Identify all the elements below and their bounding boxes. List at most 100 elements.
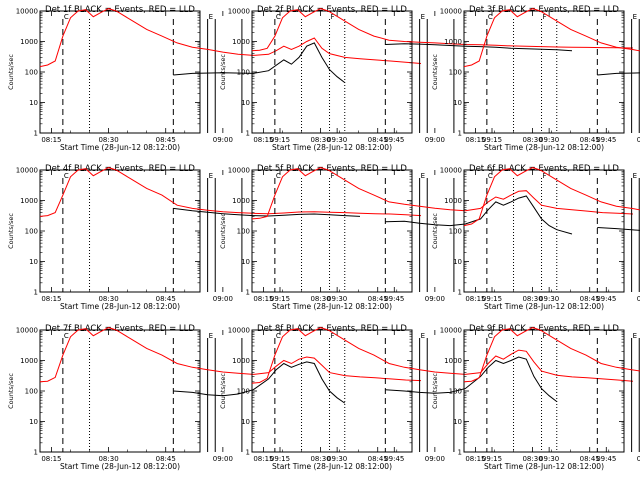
x-axis-title: Start Time (28-Jun-12 08:12:00) <box>60 462 180 471</box>
x-tick-label: 09:45 <box>596 455 616 463</box>
y-tick-label: 1000 <box>20 357 38 365</box>
x-axis-title: Start Time (28-Jun-12 08:12:00) <box>272 143 392 152</box>
event-marker-letter: F <box>543 332 547 340</box>
y-tick-label: 10000 <box>228 167 250 175</box>
x-tick-label: 09:30 <box>539 295 559 303</box>
detector-panel-4: Det 4f BLACK = Events, RED = LLD11010010… <box>7 164 422 311</box>
y-tick-label: 10000 <box>440 167 462 175</box>
y-tick-label: 10 <box>453 99 462 107</box>
plot-frame <box>463 169 625 293</box>
x-tick-label: 08:15 <box>41 295 61 303</box>
lld-series-line <box>39 327 422 383</box>
y-tick-label: 1 <box>246 289 250 297</box>
event-marker-letter: C <box>276 13 281 21</box>
panel-title: Det 9f BLACK = Events, RED = LLD <box>469 324 619 334</box>
y-tick-label: 1000 <box>444 357 462 365</box>
x-tick-label: 08:15 <box>253 295 273 303</box>
x-tick-label: 08:45 <box>368 136 388 144</box>
event-marker-letter: F <box>543 172 547 180</box>
x-tick-label: 09:00 <box>425 455 445 463</box>
x-axis-title: Start Time (28-Jun-12 08:12:00) <box>272 302 392 311</box>
y-axis-title: Counts/sec <box>219 54 227 90</box>
y-tick-label: 1 <box>246 130 250 138</box>
x-tick-label: 09:30 <box>327 295 347 303</box>
event-marker-letter: C <box>276 332 281 340</box>
x-tick-label: 08:15 <box>41 136 61 144</box>
y-tick-label: 10 <box>29 258 38 266</box>
y-tick-label: 10 <box>241 99 250 107</box>
x-tick-label: 09:15 <box>482 295 502 303</box>
y-tick-label: 1 <box>246 449 250 457</box>
events-series-line <box>173 361 346 404</box>
x-tick-label: 09:30 <box>327 455 347 463</box>
event-marker-letter: C <box>488 172 493 180</box>
x-tick-label: 08:30 <box>98 295 118 303</box>
y-tick-label: 100 <box>25 228 38 236</box>
x-tick-label: 09:15 <box>270 136 290 144</box>
lld-series-line <box>251 8 634 52</box>
y-tick-label: 100 <box>449 69 462 77</box>
x-tick-label: 08:15 <box>41 455 61 463</box>
detector-panel-6: Det 6f BLACK = Events, RED = LLD 1 10 100 10… <box>431 164 640 311</box>
detector-panel-5: Det 5f BLACK = Events, RED = LLD11010010… <box>219 164 634 311</box>
event-marker-letter: F <box>331 13 335 21</box>
x-axis-title: Start Time (28-Jun-12 08:12:00) <box>484 462 604 471</box>
x-tick-label: 09:00 <box>425 295 445 303</box>
x-axis-title: Start Time (28-Jun-12 08:12:00) <box>60 302 180 311</box>
event-marker-letter: C <box>64 332 69 340</box>
lld-series-line <box>463 327 640 383</box>
y-tick-label: 1000 <box>232 357 250 365</box>
lld-series-line <box>251 327 634 384</box>
y-tick-label: 10 <box>453 258 462 266</box>
event-marker-letter: C <box>488 13 493 21</box>
events-series-line <box>385 43 573 52</box>
x-tick-label: 09:00 <box>637 136 640 144</box>
y-tick-label: 10 <box>29 99 38 107</box>
lld-series-line <box>463 8 640 68</box>
x-axis-title: Start Time (28-Jun-12 08:12:00) <box>484 143 604 152</box>
y-tick-label: 1000 <box>232 38 250 46</box>
x-tick-label: 09:15 <box>482 455 502 463</box>
plot-frame <box>39 169 201 293</box>
x-tick-label: 08:45 <box>368 295 388 303</box>
y-tick-label: 1 <box>34 130 38 138</box>
events-series-line <box>597 227 640 231</box>
y-axis-title: Counts/sec <box>7 213 15 249</box>
event-marker-letter: E <box>633 332 637 340</box>
y-tick-label: 1000 <box>444 197 462 205</box>
events-series-line <box>385 195 573 235</box>
x-tick-label: 09:00 <box>213 295 233 303</box>
y-tick-label: 100 <box>237 388 250 396</box>
x-tick-label: 09:45 <box>384 136 404 144</box>
event-marker-letter: E <box>421 172 425 180</box>
y-tick-label: 100 <box>237 69 250 77</box>
x-tick-label: 08:45 <box>368 455 388 463</box>
x-tick-label: 08:45 <box>156 295 176 303</box>
x-tick-label: 09:30 <box>539 136 559 144</box>
x-tick-label: 08:30 <box>522 455 542 463</box>
y-tick-label: 10 <box>29 418 38 426</box>
y-axis-title: Counts/sec <box>219 373 227 409</box>
detector-panel-2: Det 2f BLACK = Events, RED = LLD11010010… <box>219 5 634 152</box>
events-series-line <box>173 207 361 217</box>
event-marker-letter: C <box>64 172 69 180</box>
x-tick-label: 08:45 <box>156 136 176 144</box>
event-marker-letter: C <box>64 13 69 21</box>
event-marker-letter: E <box>209 172 213 180</box>
y-tick-label: 1 <box>458 289 462 297</box>
x-tick-label: 08:15 <box>465 136 485 144</box>
y-tick-label: 100 <box>449 228 462 236</box>
y-tick-label: 1000 <box>20 38 38 46</box>
x-tick-label: 09:00 <box>425 136 445 144</box>
event-marker-letter: F <box>543 13 547 21</box>
plot-frame <box>39 10 201 134</box>
y-tick-label: 100 <box>237 228 250 236</box>
detector-panel-1: Det 1f BLACK = Events, RED = LLD11010010… <box>7 5 422 152</box>
x-tick-label: 08:30 <box>310 455 330 463</box>
x-tick-label: 09:15 <box>270 455 290 463</box>
y-tick-label: 10 <box>241 258 250 266</box>
y-tick-label: 10000 <box>16 8 38 16</box>
y-tick-label: 1000 <box>444 38 462 46</box>
detector-panel-8: Det 8f BLACK = Events, RED = LLD11010010… <box>219 324 634 471</box>
y-tick-label: 100 <box>25 69 38 77</box>
